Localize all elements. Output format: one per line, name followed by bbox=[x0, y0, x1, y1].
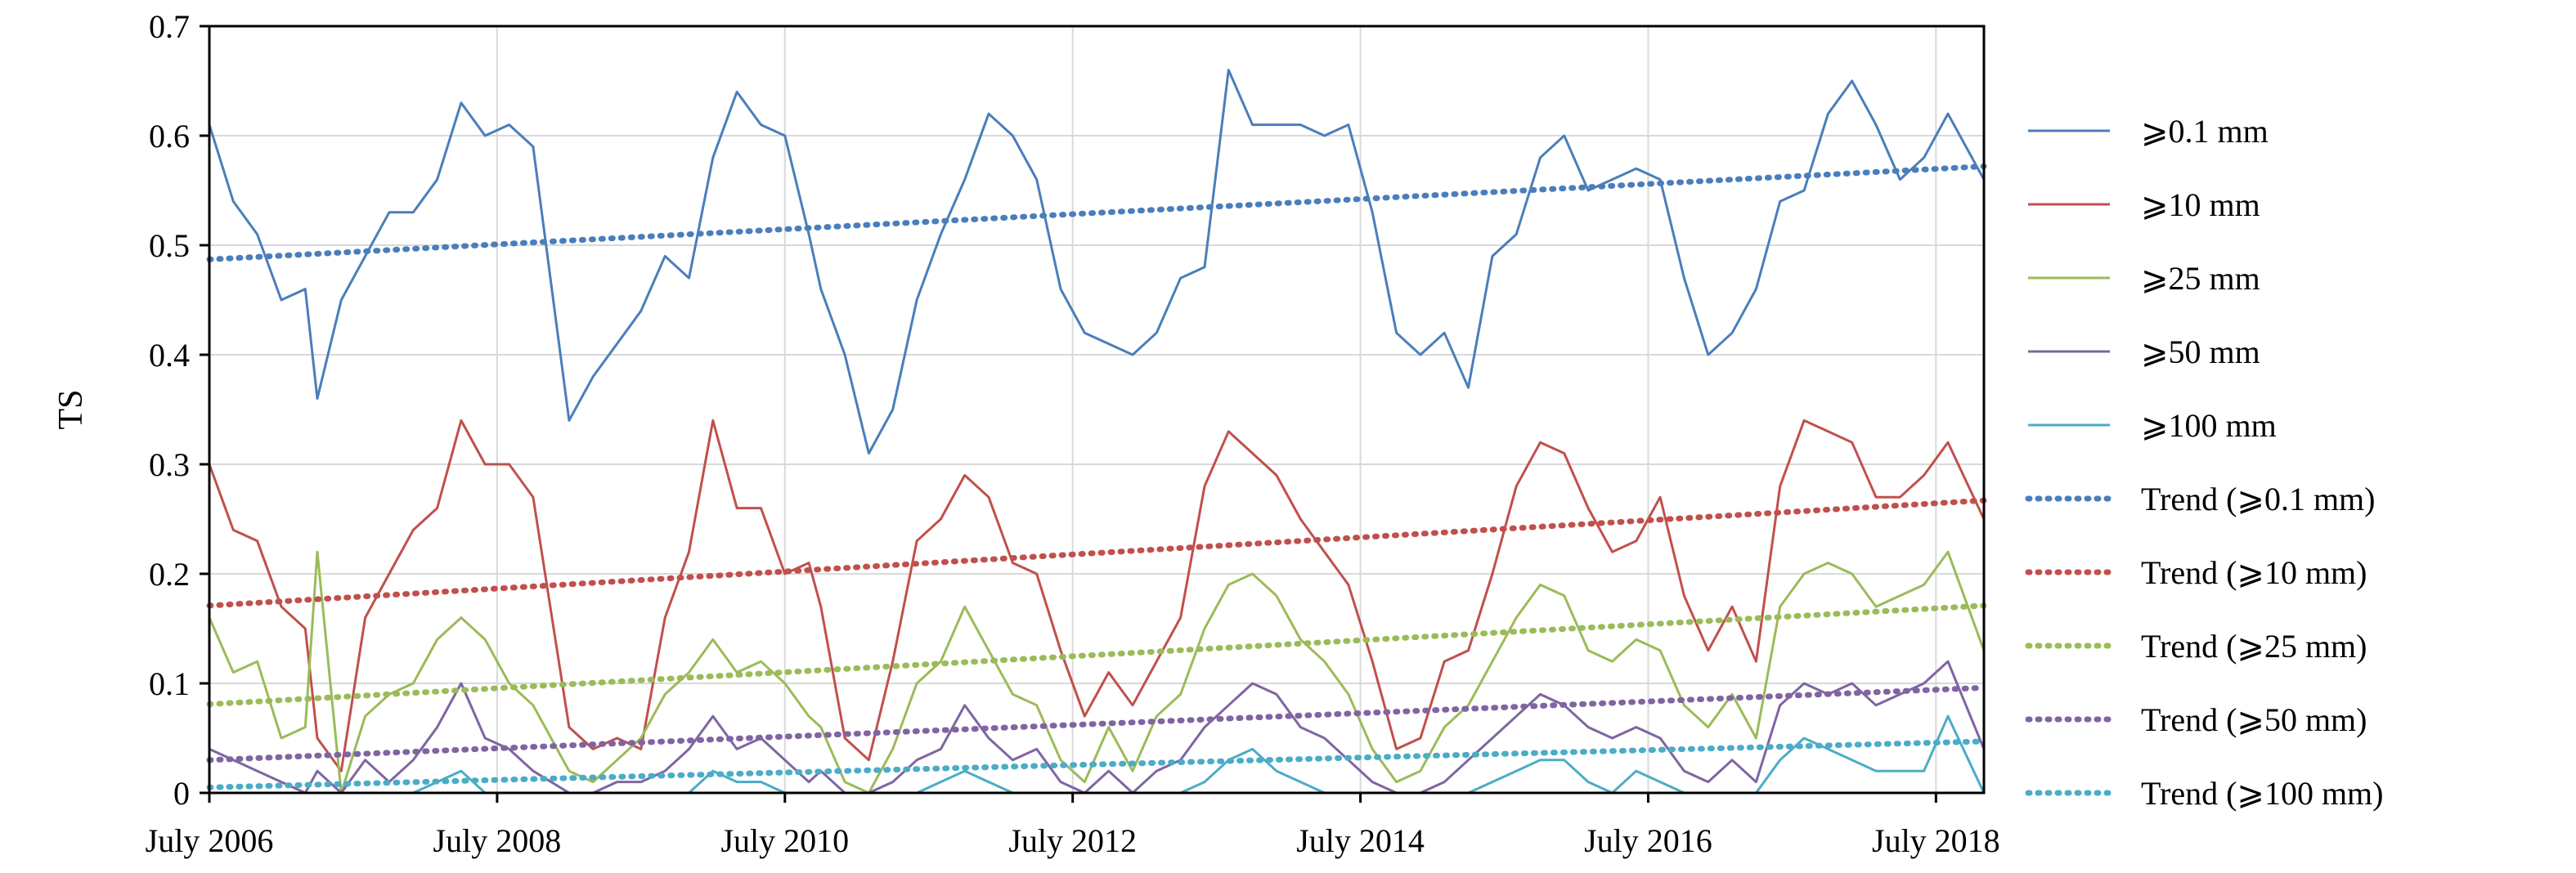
series-line-trend-ge-25-mm bbox=[206, 602, 1987, 707]
series-line-trend-ge-10-mm bbox=[206, 497, 1987, 609]
legend-label-ge-10-mm: ⩾10 mm bbox=[2141, 186, 2260, 223]
y-tick-label: 0.5 bbox=[149, 227, 190, 264]
y-tick-label: 0.6 bbox=[149, 118, 190, 154]
legend-label-ge-100-mm: ⩾100 mm bbox=[2141, 407, 2277, 444]
series-line-trend-ge-0-1-mm bbox=[206, 163, 1987, 262]
plot-series bbox=[206, 69, 1987, 795]
axes: 0 0.1 0.2 0.3 0.4 0.5 0.6 0.7 July 2006 July 2008… bbox=[146, 8, 2000, 859]
legend-label-trend-ge-10-mm: Trend (⩾10 mm) bbox=[2141, 554, 2367, 591]
y-tick-label: 0.7 bbox=[149, 8, 190, 45]
legend-label-trend-ge-50-mm: Trend (⩾50 mm) bbox=[2141, 701, 2367, 738]
legend-label-ge-0-1-mm: ⩾0.1 mm bbox=[2141, 113, 2269, 150]
x-tick-label: July 2016 bbox=[1584, 822, 1712, 859]
y-tick-label: 0 bbox=[173, 775, 190, 812]
y-tick-label: 0.2 bbox=[149, 556, 190, 593]
x-tick-label: July 2012 bbox=[1008, 822, 1137, 859]
y-tick-label: 0.4 bbox=[149, 337, 190, 374]
legend-label-ge-25-mm: ⩾25 mm bbox=[2141, 260, 2260, 297]
y-tick-label: 0.1 bbox=[149, 665, 190, 702]
x-tick-label: July 2014 bbox=[1296, 822, 1425, 859]
series-line-ge-25-mm bbox=[208, 550, 1986, 795]
x-tick-label: July 2018 bbox=[1872, 822, 2000, 859]
series-line-ge-0-1-mm bbox=[208, 69, 1986, 455]
legend-label-trend-ge-25-mm: Trend (⩾25 mm) bbox=[2141, 628, 2367, 665]
series-line-ge-10-mm bbox=[208, 419, 1986, 772]
x-tick-label: July 2010 bbox=[720, 822, 849, 859]
series-line-trend-ge-50-mm bbox=[206, 684, 1987, 763]
legend-label-trend-ge-100-mm: Trend (⩾100 mm) bbox=[2141, 775, 2383, 812]
plot-frame bbox=[208, 25, 1986, 795]
series-line-trend-ge-100-mm bbox=[206, 738, 1987, 790]
legend-label-ge-50-mm: ⩾50 mm bbox=[2141, 334, 2260, 370]
x-tick-label: July 2008 bbox=[433, 822, 562, 859]
legend-label-trend-ge-0-1-mm: Trend (⩾0.1 mm) bbox=[2141, 481, 2375, 517]
y-tick-label: 0.3 bbox=[149, 446, 190, 483]
y-axis-label: TS bbox=[52, 389, 90, 429]
legend: ⩾0.1 mm ⩾10 mm ⩾25 mm ⩾50 mm ⩾100 mm Trend (⩾… bbox=[2025, 113, 2383, 812]
x-tick-label: July 2006 bbox=[146, 822, 274, 859]
